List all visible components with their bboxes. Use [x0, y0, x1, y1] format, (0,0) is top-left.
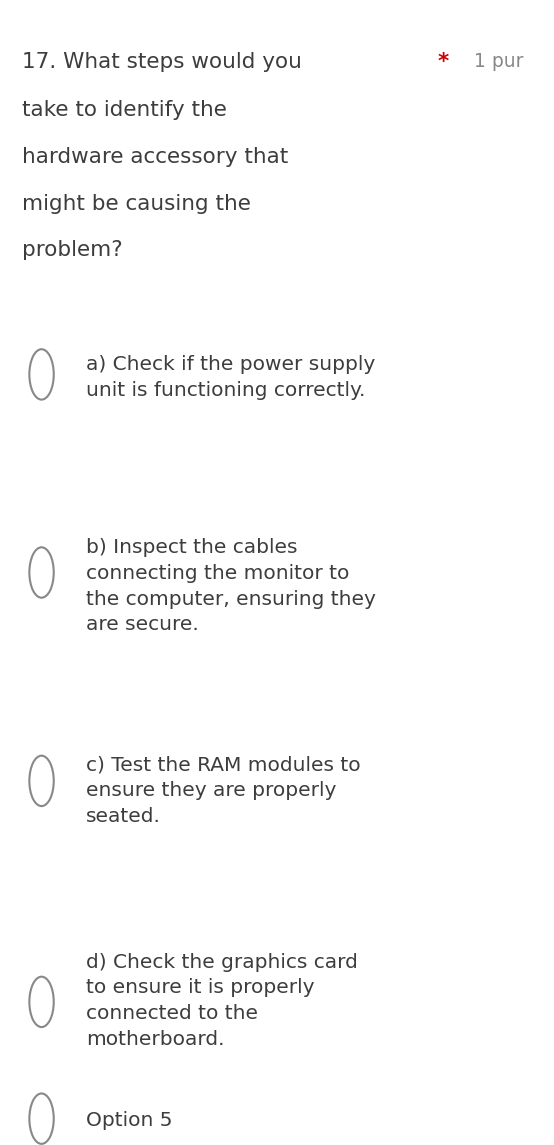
Text: take to identify the: take to identify the	[22, 100, 227, 119]
Text: might be causing the: might be causing the	[22, 194, 251, 213]
Text: Option 5: Option 5	[86, 1111, 172, 1130]
Text: d) Check the graphics card
to ensure it is properly
connected to the
motherboard: d) Check the graphics card to ensure it …	[86, 953, 358, 1049]
Text: c) Test the RAM modules to
ensure they are properly
seated.: c) Test the RAM modules to ensure they a…	[86, 756, 361, 827]
Text: 17. What steps would you: 17. What steps would you	[22, 52, 302, 71]
Text: hardware accessory that: hardware accessory that	[22, 147, 289, 166]
Text: a) Check if the power supply
unit is functioning correctly.: a) Check if the power supply unit is fun…	[86, 355, 375, 400]
Text: problem?: problem?	[22, 240, 123, 260]
Text: *: *	[438, 52, 449, 71]
Text: b) Inspect the cables
connecting the monitor to
the computer, ensuring they
are : b) Inspect the cables connecting the mon…	[86, 538, 376, 634]
Text: 1 pur: 1 pur	[474, 52, 523, 71]
